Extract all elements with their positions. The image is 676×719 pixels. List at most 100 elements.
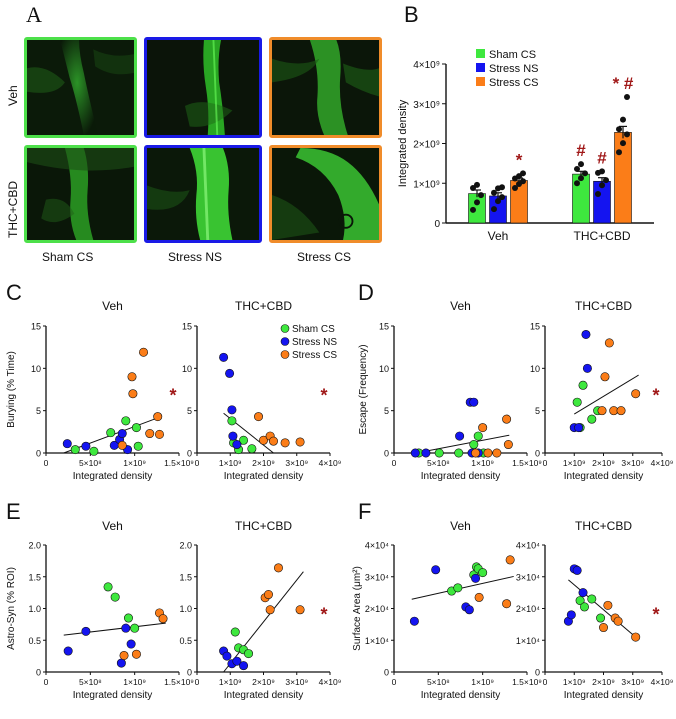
data-point xyxy=(478,192,484,199)
x-tick-label: 0 xyxy=(195,677,200,687)
data-point xyxy=(624,131,630,138)
data-point xyxy=(131,649,141,659)
scatter-chart-E2: THC+CBD 0 0.5 1.0 1.5 2.0 0 1×10⁹ 2×10⁹ 3×10⁹ 4×10… xyxy=(179,519,341,701)
data-point xyxy=(578,588,588,598)
data-point xyxy=(225,368,235,378)
significance-marker: * xyxy=(169,386,176,406)
y-tick-label: 3×10⁹ xyxy=(413,100,440,111)
x-tick-label: 1×10⁹ xyxy=(471,677,494,687)
data-point xyxy=(265,605,275,615)
data-point xyxy=(597,406,607,416)
data-point xyxy=(455,431,465,441)
data-point xyxy=(126,639,136,649)
legend-label: Sham CS xyxy=(489,49,536,61)
data-point xyxy=(520,178,526,185)
data-point xyxy=(133,441,143,451)
data-point xyxy=(574,165,580,172)
y-tick-label: 0 xyxy=(384,668,389,678)
data-point xyxy=(499,184,505,191)
x-tick-label: 1×10⁹ xyxy=(219,677,242,687)
data-point xyxy=(474,181,480,188)
x-tick-label: 4×10⁹ xyxy=(651,677,674,687)
data-point xyxy=(280,438,290,448)
data-point xyxy=(499,194,505,201)
y-tick-label: 10 xyxy=(530,364,540,374)
data-point xyxy=(491,189,497,196)
x-tick-label: 3×10⁹ xyxy=(285,677,308,687)
data-point xyxy=(232,656,242,666)
x-axis-label: Integrated density xyxy=(421,471,501,482)
data-point xyxy=(117,429,127,439)
chart-title: THC+CBD xyxy=(235,519,292,533)
x-axis-label: Integrated density xyxy=(421,690,501,701)
x-tick-label: 3×10⁹ xyxy=(285,458,308,468)
data-point xyxy=(578,161,584,168)
panel-letter-C1: C xyxy=(6,280,22,305)
data-point xyxy=(62,439,72,449)
data-point xyxy=(474,592,484,602)
data-point xyxy=(587,414,597,424)
significance-marker: * xyxy=(652,605,659,625)
data-point xyxy=(230,627,240,637)
y-tick-label: 1.5 xyxy=(28,572,41,582)
panel-letter-B: B xyxy=(404,2,419,27)
data-point xyxy=(624,93,630,100)
data-point xyxy=(474,199,480,206)
data-point xyxy=(616,406,626,416)
x-tick-label: 5×10⁸ xyxy=(79,677,102,687)
chart-title: Veh xyxy=(102,519,123,533)
panel-letter-D1: D xyxy=(358,280,374,305)
y-tick-label: 2×10⁴ xyxy=(516,604,540,614)
data-point xyxy=(295,437,305,447)
scatter-chart-F1: F Veh 0 1×10⁴ 2×10⁴ 3×10⁴ 4×10⁴ 0 5×10⁸ 1×10⁹ 1.5×… xyxy=(352,499,542,701)
x-tick-label: 4×10⁹ xyxy=(319,677,342,687)
y-tick-label: 1.0 xyxy=(28,604,41,614)
micrograph-veh-stress-ns xyxy=(144,37,262,138)
data-point xyxy=(268,436,278,446)
data-point xyxy=(81,441,91,451)
data-point xyxy=(502,599,512,609)
data-point xyxy=(454,448,464,458)
y-tick-label: 1×10⁹ xyxy=(413,179,440,190)
data-point xyxy=(273,563,283,573)
data-point xyxy=(603,177,609,184)
scatter-chart-D1: D Veh 0 5 10 15 0 5×10⁸ 1×10⁹ 1.5×10⁹ Integrated d… xyxy=(358,280,542,482)
data-point xyxy=(409,616,419,626)
data-point xyxy=(620,140,626,147)
x-tick-label: 0 xyxy=(543,458,548,468)
panel-letter-E1: E xyxy=(6,499,21,524)
x-tick-label: 1×10⁹ xyxy=(123,458,146,468)
data-point xyxy=(219,352,229,362)
significance-marker: * # xyxy=(613,74,634,93)
x-tick-label: 3×10⁹ xyxy=(621,458,644,468)
significance-marker: # xyxy=(597,148,607,167)
data-point xyxy=(582,363,592,373)
panel-letter-F1: F xyxy=(358,499,371,524)
data-point xyxy=(599,168,605,175)
data-point xyxy=(130,623,140,633)
x-tick-label: 1×10⁹ xyxy=(563,677,586,687)
data-point xyxy=(574,423,584,433)
y-tick-label: 0 xyxy=(187,449,192,459)
x-tick-label: 1.5×10⁹ xyxy=(512,458,542,468)
data-point xyxy=(604,338,614,348)
x-tick-label: 0 xyxy=(44,677,49,687)
chart-title: THC+CBD xyxy=(575,299,632,313)
col-label-stress-cs: Stress CS xyxy=(297,250,352,264)
y-tick-label: 0 xyxy=(434,219,440,230)
legend-marker xyxy=(280,350,290,359)
legend-label: Sham CS xyxy=(292,324,335,335)
data-point xyxy=(595,190,601,197)
y-tick-label: 0.5 xyxy=(28,636,41,646)
legend-swatch xyxy=(476,63,485,72)
col-label-sham-cs: Sham CS xyxy=(42,250,94,264)
category-label: THC+CBD xyxy=(573,229,630,243)
x-tick-label: 4×10⁹ xyxy=(319,458,342,468)
data-point xyxy=(578,175,584,182)
x-tick-label: 1×10⁹ xyxy=(471,458,494,468)
data-point xyxy=(89,446,99,456)
data-point xyxy=(579,602,589,612)
micrograph-thc-sham-cs xyxy=(24,145,137,243)
panel-a-letter: A xyxy=(26,2,42,27)
